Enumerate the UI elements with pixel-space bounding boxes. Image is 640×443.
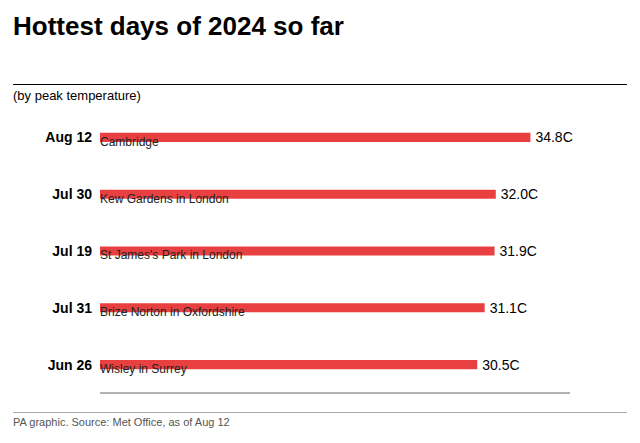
svg-text:Jul 31: Jul 31 [52,300,92,316]
svg-text:30.5C: 30.5C [482,357,519,373]
svg-text:Cambridge: Cambridge [100,135,159,149]
svg-text:Jul 30: Jul 30 [52,186,92,202]
svg-text:34.8C: 34.8C [535,129,572,145]
svg-text:Jul 19: Jul 19 [52,243,92,259]
html-text:(by peak temperature): (by peak temperature) [13,88,141,103]
html-text:PA graphic. Source: Met Office: PA graphic. Source: Met Office, as of Au… [13,416,230,428]
svg-text:Kew Gardens in London: Kew Gardens in London [100,192,229,206]
html-text:Hottest days of 2024 so far: Hottest days of 2024 so far [13,11,344,41]
svg-text:31.9C: 31.9C [500,243,537,259]
svg-text:Jun 26: Jun 26 [48,357,93,373]
svg-text:Brize Norton in Oxfordshire: Brize Norton in Oxfordshire [100,305,245,319]
svg-text:St James's Park in London: St James's Park in London [100,248,242,262]
svg-text:Wisley in Surrey: Wisley in Surrey [100,362,187,376]
svg-text:Aug 12: Aug 12 [45,129,92,145]
svg-text:32.0C: 32.0C [501,186,538,202]
svg-text:31.1C: 31.1C [490,300,527,316]
